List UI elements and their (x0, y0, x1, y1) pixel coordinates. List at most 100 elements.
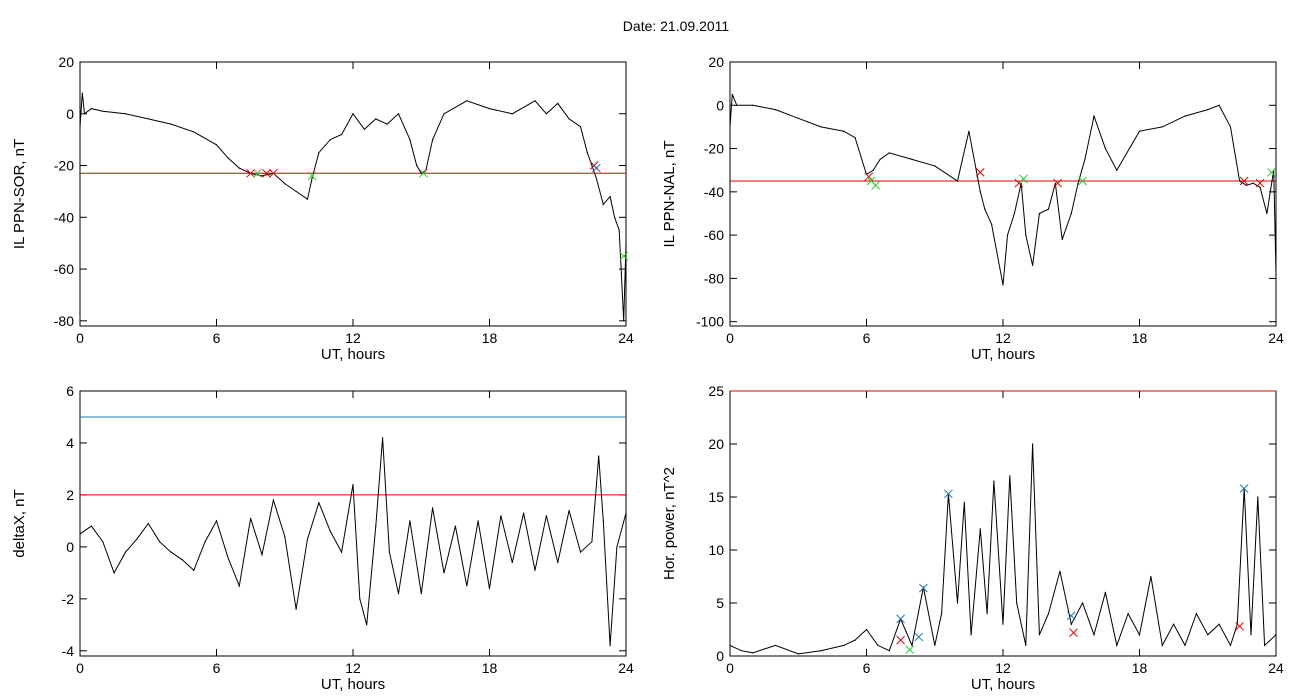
data-point (261, 175, 263, 177)
data-point (1127, 613, 1129, 615)
y-tick-label: 25 (708, 383, 724, 399)
y-tick-label: -100 (696, 314, 724, 330)
x-tick-label: 24 (1268, 660, 1284, 676)
event-marker (246, 168, 255, 178)
data-point (1025, 644, 1027, 647)
data-point (500, 515, 502, 517)
x-tick-label: 0 (726, 330, 734, 346)
data-point (238, 585, 240, 587)
y-axis-label: deltaX, nT (11, 489, 28, 557)
data-point (250, 517, 252, 519)
data-point (416, 164, 418, 167)
data-point (879, 158, 881, 160)
y-tick-label: -60 (54, 261, 74, 277)
data-point (375, 525, 377, 527)
data-point (311, 177, 313, 180)
data-point (993, 480, 995, 482)
data-point (215, 144, 218, 146)
data-point (625, 512, 627, 514)
data-point (1061, 238, 1063, 241)
data-point (306, 198, 309, 200)
data-point (295, 190, 297, 193)
data-point (1245, 184, 1248, 186)
event-marker (1239, 176, 1249, 186)
data-point (843, 130, 845, 132)
data-point (1218, 104, 1220, 106)
data-point (1077, 182, 1079, 184)
data-point (272, 499, 274, 501)
x-axis-label: UT, hours (971, 676, 1035, 693)
y-tick-label: 20 (708, 54, 724, 70)
data-point (557, 102, 559, 105)
x-tick-label: 24 (1268, 330, 1284, 346)
event-marker (1255, 178, 1265, 188)
data-point (579, 551, 582, 553)
data-point (591, 164, 593, 167)
y-tick-label: -40 (704, 184, 724, 200)
event-marker (914, 632, 924, 642)
data-point (284, 183, 286, 185)
data-point (1150, 575, 1152, 578)
y-tick-label: 6 (66, 383, 74, 399)
event-marker (905, 645, 915, 654)
data-point (79, 126, 81, 128)
data-point (820, 650, 822, 652)
data-point (1084, 158, 1086, 160)
x-tick-label: 18 (1132, 330, 1148, 346)
event-marker (944, 489, 953, 499)
data-point (534, 569, 536, 571)
data-point (968, 130, 970, 132)
data-point (1031, 443, 1034, 445)
x-tick-label: 18 (1132, 660, 1148, 676)
x-tick-label: 18 (482, 660, 498, 676)
event-marker (1239, 484, 1249, 493)
y-tick-label: -20 (704, 141, 724, 157)
data-point (1070, 623, 1072, 625)
data-point (1275, 634, 1277, 636)
event-marker (1066, 611, 1076, 621)
data-point (1047, 208, 1050, 210)
event-marker (871, 180, 880, 190)
data-point (1116, 169, 1118, 171)
x-tick-label: 24 (618, 660, 634, 676)
data-point (136, 538, 138, 540)
data-point (1104, 147, 1106, 150)
page-title: Date: 21.09.2011 (622, 18, 730, 34)
data-point (545, 113, 547, 115)
data-point (454, 525, 456, 527)
data-point (586, 151, 588, 154)
plot-frame (729, 61, 1277, 327)
y-tick-label: 10 (708, 542, 724, 558)
data-point (443, 113, 445, 115)
data-point (113, 572, 115, 574)
marker-stroke (1066, 611, 1076, 621)
data-point (1250, 634, 1252, 636)
data-point (598, 455, 600, 457)
event-marker (864, 172, 874, 182)
data-point (466, 585, 468, 587)
data-point (1006, 234, 1009, 236)
y-axis-label: IL PPN-SOR, nT (11, 139, 28, 249)
data-point (1239, 180, 1241, 182)
event-marker (253, 168, 262, 178)
data-point (911, 644, 913, 647)
data-point (1093, 634, 1095, 636)
marker-stroke (253, 168, 262, 178)
data-point (602, 520, 604, 522)
data-point (388, 551, 390, 553)
data-point (1259, 186, 1261, 189)
data-point (193, 131, 195, 133)
data-point (79, 533, 81, 535)
data-point (341, 133, 343, 136)
event-marker (262, 168, 271, 178)
data-point (124, 113, 127, 115)
x-axis-label: UT, hours (321, 346, 385, 363)
data-point (193, 569, 195, 571)
y-tick-label: -2 (62, 591, 75, 607)
data-point (341, 551, 343, 553)
y-tick-label: 20 (708, 436, 724, 452)
data-point (1093, 115, 1095, 117)
event-marker (1267, 168, 1276, 177)
data-point (616, 546, 618, 548)
x-tick-label: 12 (345, 330, 361, 346)
